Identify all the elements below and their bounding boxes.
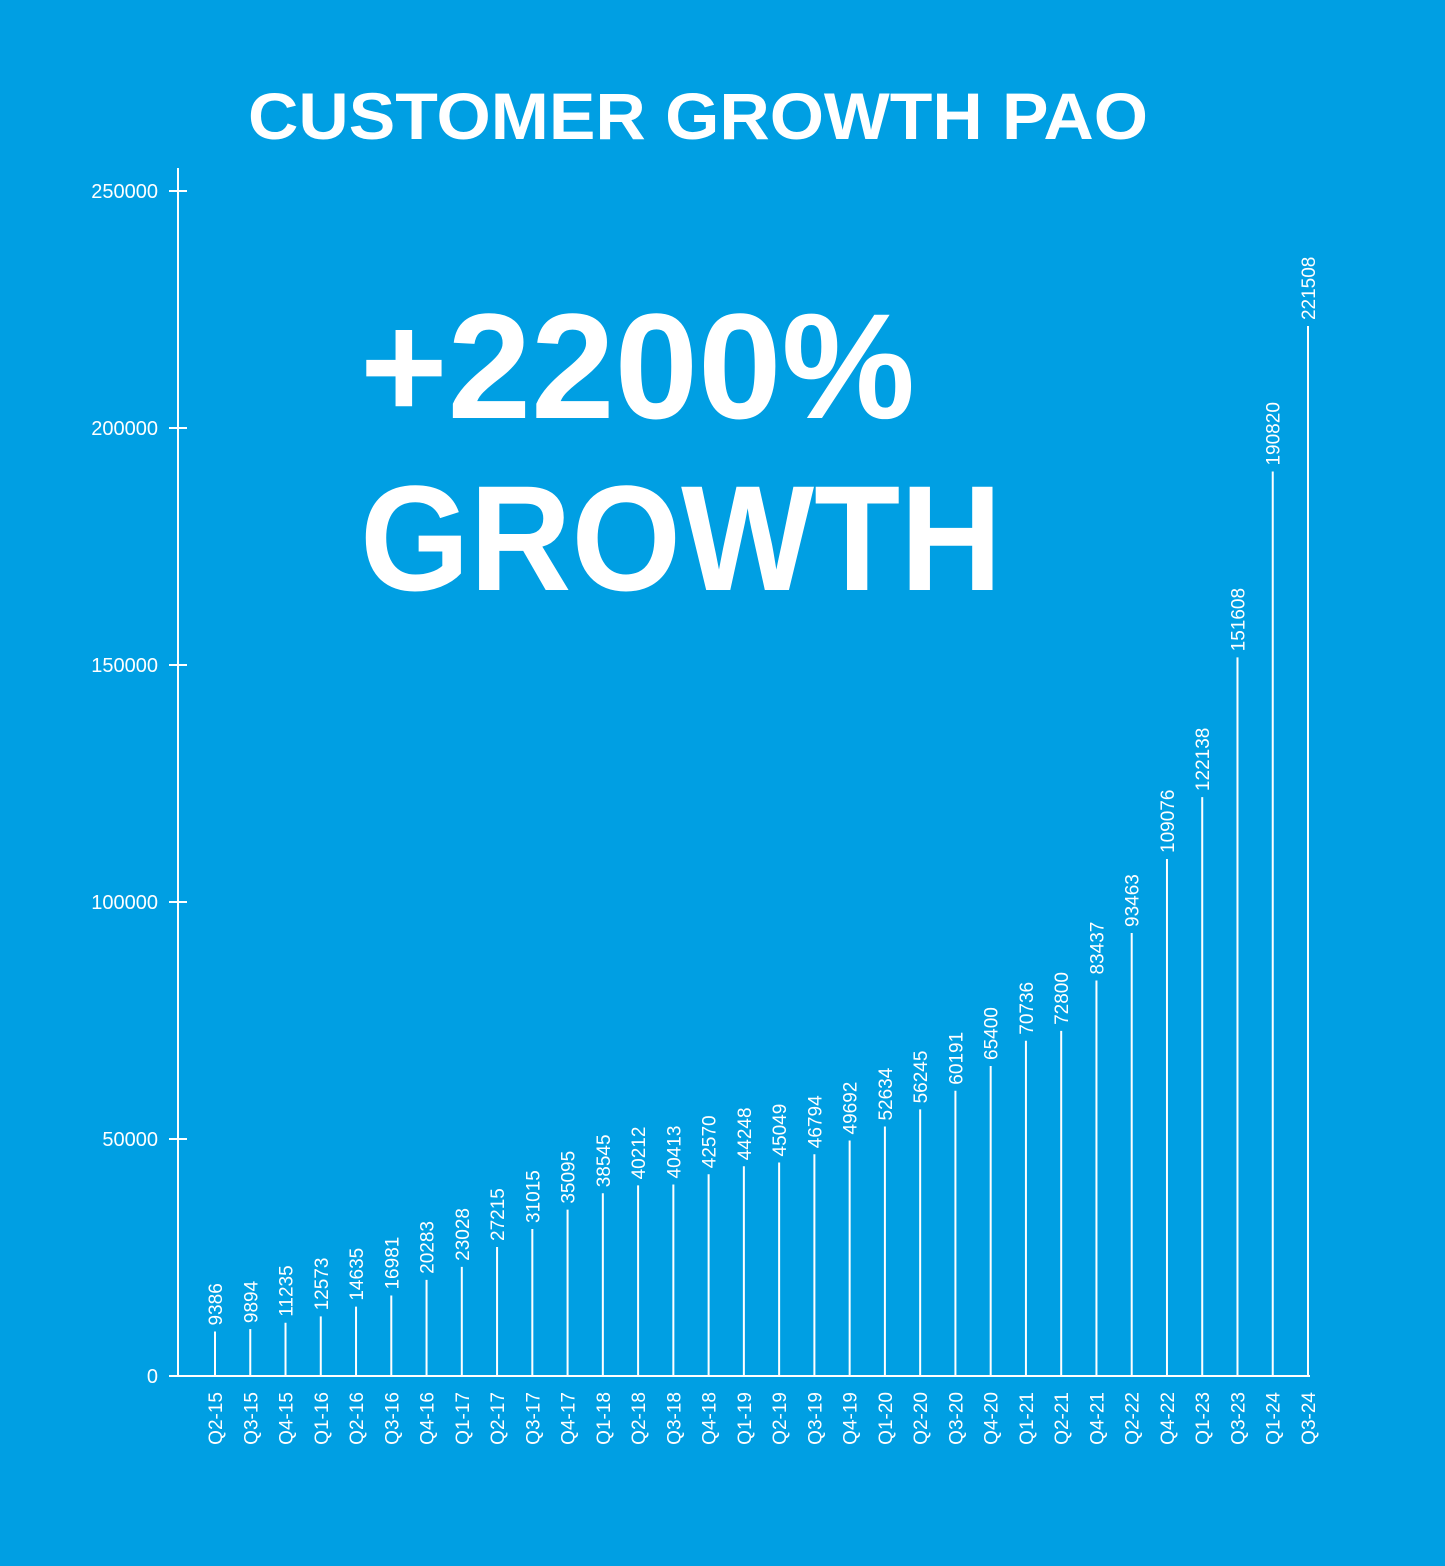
value-label: 40413 — [664, 1126, 685, 1179]
value-label: 9894 — [241, 1280, 262, 1323]
value-label: 40212 — [629, 1127, 650, 1180]
x-tick-label: Q3-23 — [1228, 1392, 1249, 1445]
x-tick-label: Q2-15 — [206, 1392, 227, 1445]
x-tick-label: Q3-18 — [664, 1392, 685, 1445]
x-tick-label: Q4-17 — [559, 1392, 580, 1445]
value-label: 151608 — [1228, 588, 1249, 651]
x-tick-label: Q2-22 — [1123, 1392, 1144, 1445]
value-label: 46794 — [805, 1095, 826, 1148]
x-tick-label: Q1-20 — [876, 1392, 897, 1445]
y-tick-label: 50000 — [102, 1129, 158, 1151]
value-label: 11235 — [277, 1265, 298, 1316]
y-tick-label: 0 — [147, 1366, 158, 1388]
value-label: 190820 — [1264, 402, 1285, 465]
x-tick-label: Q3-19 — [805, 1392, 826, 1445]
value-label: 31015 — [523, 1170, 544, 1223]
y-tick-label: 150000 — [91, 655, 158, 677]
x-tick-label: Q2-16 — [347, 1392, 368, 1445]
x-tick-label: Q2-19 — [770, 1392, 791, 1445]
value-label: 70736 — [1017, 982, 1038, 1035]
value-label: 122138 — [1193, 728, 1214, 791]
x-tick-label: Q3-16 — [382, 1392, 403, 1445]
x-tick-label: Q1-19 — [735, 1392, 756, 1445]
x-tick-label: Q1-21 — [1017, 1392, 1038, 1445]
value-label: 38545 — [594, 1134, 615, 1187]
value-label: 221508 — [1299, 257, 1320, 320]
x-tick-label: Q4-16 — [418, 1392, 439, 1445]
x-tick-label: Q3-20 — [946, 1392, 967, 1445]
value-label: 44248 — [735, 1107, 756, 1160]
x-tick-label: Q1-16 — [312, 1392, 333, 1445]
x-tick-label: Q2-21 — [1052, 1392, 1073, 1445]
x-tick-label: Q4-18 — [700, 1392, 721, 1445]
x-tick-label: Q4-19 — [841, 1392, 862, 1445]
value-label: 93463 — [1123, 874, 1144, 927]
x-tick-label: Q1-18 — [594, 1392, 615, 1445]
value-label: 52634 — [876, 1067, 897, 1120]
x-tick-label: Q2-20 — [911, 1392, 932, 1445]
value-label: 23028 — [453, 1208, 474, 1261]
chart-title: CUSTOMER GROWTH PAO — [248, 79, 1148, 153]
x-tick-label: Q1-17 — [453, 1392, 474, 1445]
y-tick-label: 100000 — [91, 892, 158, 914]
x-tick-label: Q3-17 — [523, 1392, 544, 1445]
value-label: 72800 — [1052, 972, 1073, 1025]
x-tick-label: Q4-15 — [277, 1392, 298, 1445]
x-tick-label: Q2-17 — [488, 1392, 509, 1445]
x-tick-label: Q4-20 — [982, 1392, 1003, 1445]
value-label: 83437 — [1087, 922, 1108, 975]
x-tick-label: Q4-21 — [1087, 1392, 1108, 1445]
y-tick-label: 200000 — [91, 418, 158, 440]
value-label: 109076 — [1158, 790, 1179, 853]
value-label: 14635 — [347, 1248, 368, 1301]
annotation: +2200% — [360, 282, 915, 450]
x-tick-label: Q4-22 — [1158, 1392, 1179, 1445]
x-tick-label: Q3-15 — [241, 1392, 262, 1445]
x-tick-label: Q2-18 — [629, 1392, 650, 1445]
x-tick-label: Q3-24 — [1299, 1392, 1320, 1445]
x-tick-label: Q1-23 — [1193, 1392, 1214, 1445]
x-tick-label: Q1-24 — [1264, 1392, 1285, 1445]
value-label: 45049 — [770, 1104, 791, 1157]
value-label: 9386 — [206, 1283, 227, 1325]
value-label: 56245 — [911, 1051, 932, 1104]
value-label: 12573 — [312, 1258, 333, 1311]
value-label: 49692 — [841, 1082, 862, 1135]
value-label: 65400 — [982, 1007, 1003, 1060]
value-label: 60191 — [946, 1032, 967, 1085]
value-label: 42570 — [700, 1115, 721, 1168]
value-label: 27215 — [488, 1188, 509, 1241]
value-label: 16981 — [382, 1237, 403, 1290]
value-label: 35095 — [559, 1151, 580, 1204]
annotation: GROWTH — [360, 454, 1002, 622]
value-label: 20283 — [418, 1221, 439, 1274]
y-tick-label: 250000 — [91, 181, 158, 203]
